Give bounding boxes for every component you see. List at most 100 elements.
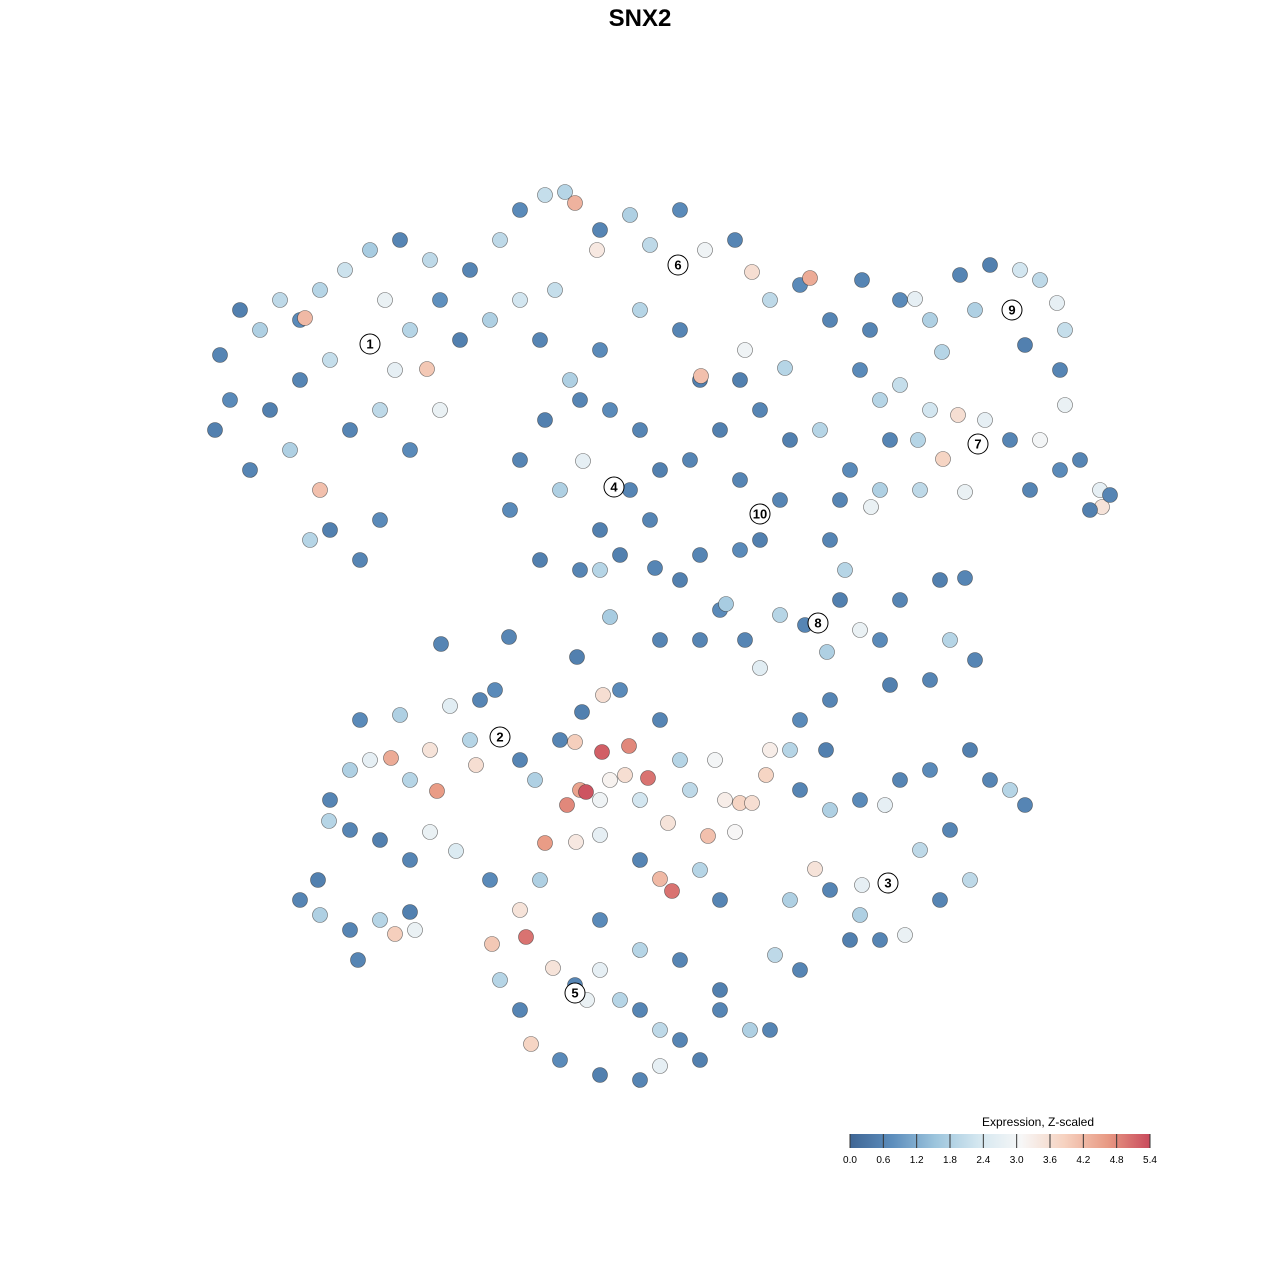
point: [1022, 482, 1038, 498]
point: [682, 452, 698, 468]
point: [512, 752, 528, 768]
point: [292, 372, 308, 388]
point: [1102, 487, 1118, 503]
point: [652, 632, 668, 648]
point: [282, 442, 298, 458]
point: [322, 352, 338, 368]
point: [772, 607, 788, 623]
point: [692, 547, 708, 563]
point: [934, 344, 950, 360]
point: [752, 532, 768, 548]
point: [744, 264, 760, 280]
point: [527, 772, 543, 788]
point: [547, 282, 563, 298]
point: [392, 707, 408, 723]
point: [602, 772, 618, 788]
point: [387, 926, 403, 942]
point: [512, 902, 528, 918]
cluster-label-badge: [489, 726, 511, 748]
point: [482, 872, 498, 888]
point: [312, 907, 328, 923]
point: [767, 947, 783, 963]
point: [602, 402, 618, 418]
cluster-label-badge: [967, 433, 989, 455]
point: [727, 232, 743, 248]
point: [812, 422, 828, 438]
point: [892, 592, 908, 608]
point: [472, 692, 488, 708]
point: [882, 677, 898, 693]
point: [792, 712, 808, 728]
point: [1082, 502, 1098, 518]
point: [892, 772, 908, 788]
point: [532, 552, 548, 568]
colorbar-tick-label: 0.0: [843, 1155, 857, 1166]
point: [342, 422, 358, 438]
point: [758, 767, 774, 783]
point: [762, 742, 778, 758]
point: [568, 834, 584, 850]
point: [569, 649, 585, 665]
point: [872, 632, 888, 648]
point: [545, 960, 561, 976]
point: [462, 262, 478, 278]
point: [782, 892, 798, 908]
point: [737, 342, 753, 358]
point: [672, 202, 688, 218]
point: [792, 782, 808, 798]
point: [501, 629, 517, 645]
point: [372, 912, 388, 928]
point: [512, 1002, 528, 1018]
point: [842, 462, 858, 478]
point: [622, 207, 638, 223]
point: [337, 262, 353, 278]
point: [752, 402, 768, 418]
point: [652, 1058, 668, 1074]
point: [712, 982, 728, 998]
point: [912, 482, 928, 498]
point: [672, 572, 688, 588]
point: [632, 852, 648, 868]
point: [737, 632, 753, 648]
point: [518, 929, 534, 945]
point: [272, 292, 288, 308]
point: [592, 562, 608, 578]
point: [452, 332, 468, 348]
cluster-label-badge: [359, 333, 381, 355]
point: [957, 570, 973, 586]
cluster-label: 2: [496, 730, 503, 745]
point: [782, 742, 798, 758]
point: [321, 813, 337, 829]
point: [372, 832, 388, 848]
point: [312, 482, 328, 498]
point: [1032, 432, 1048, 448]
point: [537, 412, 553, 428]
point: [387, 362, 403, 378]
point: [262, 402, 278, 418]
cluster-label: 9: [1008, 303, 1015, 318]
point: [772, 492, 788, 508]
point: [592, 912, 608, 928]
point: [652, 462, 668, 478]
point: [652, 712, 668, 728]
point: [822, 532, 838, 548]
point: [612, 682, 628, 698]
point: [807, 861, 823, 877]
point: [575, 453, 591, 469]
point: [957, 484, 973, 500]
point: [640, 770, 656, 786]
point: [578, 784, 594, 800]
cluster-label: 10: [753, 507, 767, 522]
cluster-label-badge: [667, 254, 689, 276]
point: [872, 482, 888, 498]
colorbar-tick-label: 3.0: [1010, 1155, 1024, 1166]
point: [744, 795, 760, 811]
point: [922, 312, 938, 328]
point: [422, 824, 438, 840]
point: [632, 1072, 648, 1088]
cluster-label: 3: [884, 876, 891, 891]
point: [557, 184, 573, 200]
point: [762, 1022, 778, 1038]
point: [752, 660, 768, 676]
point: [932, 892, 948, 908]
